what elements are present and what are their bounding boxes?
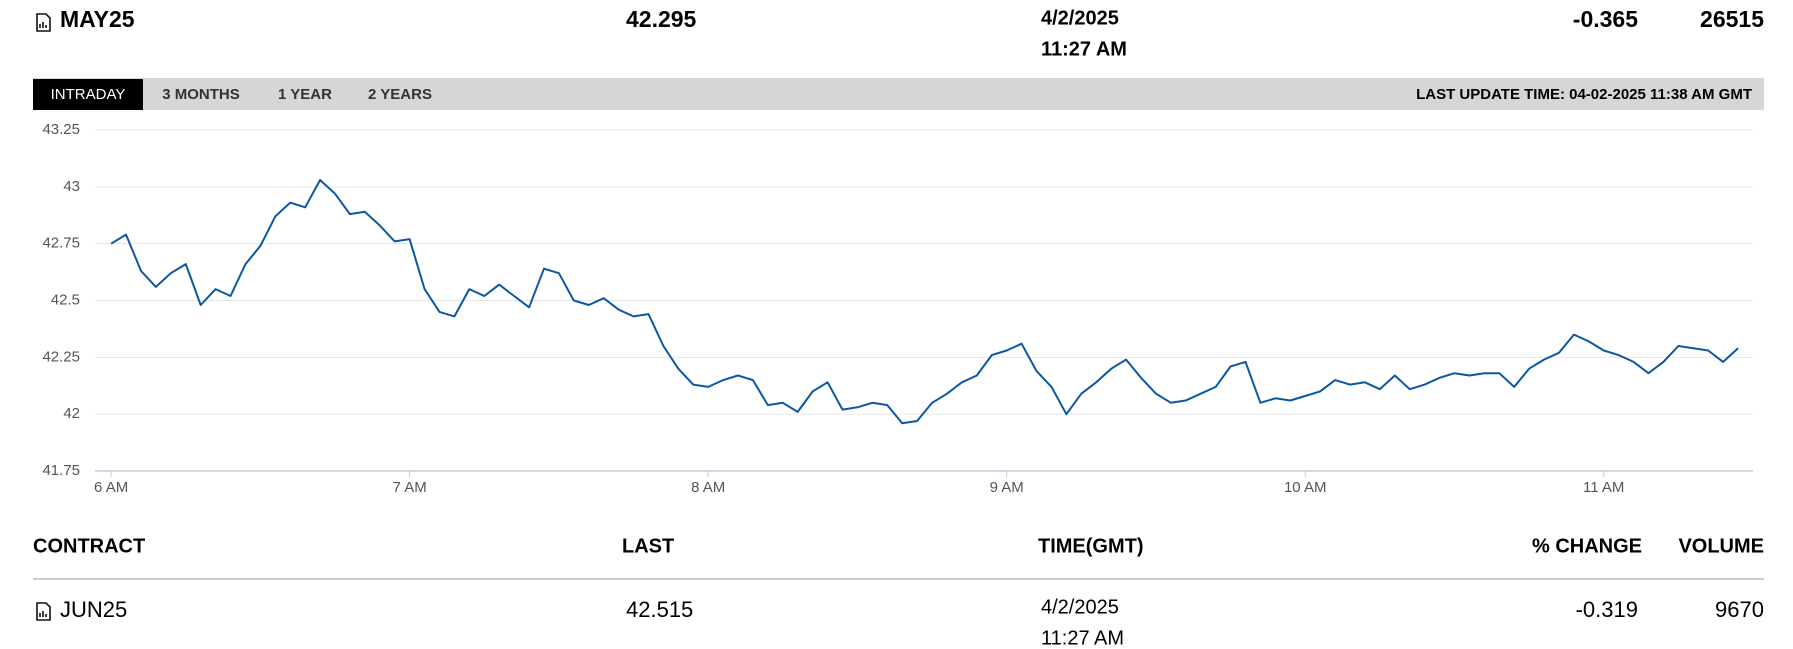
cell[interactable]: JUN25 (60, 597, 127, 622)
x-tick-label: 10 AM (1284, 479, 1327, 496)
cell: 11:27 AM (1041, 627, 1124, 649)
change: -0.365 (1573, 6, 1638, 32)
tab-active-bg (33, 79, 143, 110)
x-tick-label: 8 AM (691, 479, 725, 496)
y-tick-label: 42.25 (42, 348, 80, 365)
tab[interactable]: 3 MONTHS (162, 86, 240, 103)
time: 11:27 AM (1041, 38, 1127, 60)
y-tick-label: 43 (63, 178, 80, 195)
x-tick-label: 6 AM (94, 479, 128, 496)
last-update: LAST UPDATE TIME: 04-02-2025 11:38 AM GM… (1416, 86, 1752, 103)
column-header: VOLUME (1678, 535, 1764, 557)
tab[interactable]: 1 YEAR (278, 86, 332, 103)
column-header: % CHANGE (1532, 535, 1642, 557)
x-tick-label: 9 AM (990, 479, 1024, 496)
cell: 42.515 (626, 597, 693, 622)
column-header: TIME(GMT) (1038, 535, 1144, 557)
y-tick-label: 42 (63, 405, 80, 422)
symbol: MAY25 (60, 6, 135, 32)
y-tick-label: 42.75 (42, 235, 80, 252)
cell: 4/2/2025 (1041, 596, 1119, 618)
chart: 41.75 42 42.25 42.5 42.75 43 43.25 6 AM 7 AM 8 AM… (42, 121, 1753, 496)
volume: 26515 (1700, 6, 1764, 32)
x-tick-label: 7 AM (393, 479, 427, 496)
x-tick-label: 11 AM (1583, 479, 1624, 496)
y-tick-label: 43.25 (42, 121, 80, 138)
column-header: LAST (622, 535, 674, 557)
cell: -0.319 (1576, 597, 1638, 622)
last-price: 42.295 (626, 6, 697, 32)
price-line (110, 179, 1739, 425)
y-tick-label: 41.75 (42, 462, 80, 479)
y-tick-label: 42.5 (51, 291, 80, 308)
doc-icon (36, 13, 51, 32)
date: 4/2/2025 (1041, 7, 1119, 29)
doc-icon (36, 602, 51, 621)
column-header: CONTRACT (33, 535, 145, 557)
tab[interactable]: INTRADAY (51, 86, 126, 103)
tab[interactable]: 2 YEARS (368, 86, 432, 103)
cell: 9670 (1715, 597, 1764, 622)
tab-bar (33, 78, 1764, 110)
